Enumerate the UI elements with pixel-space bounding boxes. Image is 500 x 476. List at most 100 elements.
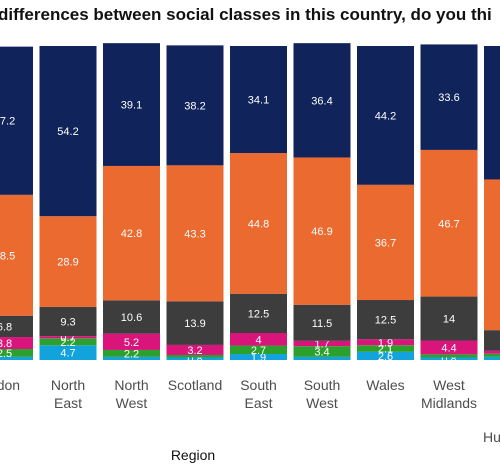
data-label-wales-1: 2.1 [378,344,393,356]
data-label-north-west-1: 2.2 [124,348,139,360]
bar-segment-south-east-4 [230,153,287,294]
bar-segment-wales-4 [357,184,414,301]
bar-segment-south-east-1 [230,345,287,355]
bar-segment-north-west-2 [103,333,160,350]
bar-segment-south-east-3 [230,293,287,333]
bar-segment-south-west-0 [293,356,351,360]
bar-segment-north-east-4 [39,216,97,307]
bar-segment-scotland-5 [166,45,224,166]
bar-segment-scotland-4 [166,165,224,302]
bar-segment-north-east-2 [39,336,97,339]
data-label-london-1: 2.5 [0,348,12,360]
bar-segment-south-west-1 [293,346,351,357]
bar-segment-scotland-3 [166,301,224,345]
bar-segment-south-west-5 [293,43,351,158]
data-label-south-west-3: 11.5 [312,318,333,330]
bar-segment-north-west-3 [103,300,160,334]
bar-segment-london-0 [0,356,33,360]
bar-segment-north-west-1 [103,349,160,357]
data-label-south-west-4: 46.9 [311,226,332,238]
data-label-west-midlands-2: 4.4 [441,342,456,354]
bar-segment-wales-5 [357,46,414,185]
bar-segment-south-east-0 [230,354,287,360]
bar-segment-north-west-4 [103,165,160,301]
tick-label-west-midlands-0: West [433,377,465,393]
x-tick-fragment: Hu [483,429,500,445]
data-label-south-east-3: 12.5 [248,308,269,320]
data-label-north-east-5: 54.2 [57,126,78,138]
data-label-london-5: 47.2 [0,116,15,128]
data-label-scotland-3: 13.9 [184,318,205,330]
data-label-south-east-0: 1.9 [251,352,266,364]
data-label-scotland-5: 38.2 [184,100,205,112]
data-label-west-midlands-3: 14 [443,314,455,326]
chart-title: differences between social classes in th… [0,5,492,24]
data-label-north-east-1: 2.2 [60,337,75,349]
data-label-scotland-4: 43.3 [184,228,205,240]
bar-segment-south-west-3 [293,304,351,341]
bar-segment-north-east-1 [39,338,97,346]
x-axis-label: Region [171,447,215,463]
tick-label-wales-0: Wales [366,377,404,393]
data-label-south-east-5: 34.1 [248,95,269,107]
data-label-wales-2: 1.9 [378,337,393,349]
bar-segment-south-west-2 [293,340,351,347]
data-label-south-east-1: 2.7 [251,345,266,357]
data-label-north-east-4: 28.9 [57,257,78,269]
tick-label-south-east-0: South [240,377,277,393]
bar-segment-scotland-2 [166,344,224,355]
data-label-north-west-3: 10.6 [121,312,142,324]
data-label-wales-4: 36.7 [375,237,396,249]
bar-segment-west-midlands-3 [420,296,478,341]
bar-segment-yorkshire-and-the-humber-0 [484,356,500,360]
bar-segment-yorkshire-and-the-humber-2 [484,350,500,354]
tick-label-south-west-1: West [306,395,338,411]
bar-segment-scotland-0 [166,357,224,360]
data-label-scotland-2: 3.2 [187,345,202,357]
tick-label-north-east-0: North [51,377,85,393]
data-label-south-west-5: 36.4 [311,95,332,107]
data-label-west-midlands-4: 46.7 [438,218,459,230]
data-label-south-east-4: 44.8 [248,218,269,230]
bar-segment-wales-1 [357,345,414,352]
bar-segment-south-east-5 [230,46,287,154]
tick-label-north-west-1: West [116,395,148,411]
data-label-north-east-3: 9.3 [60,317,75,329]
bar-segment-west-midlands-0 [420,357,478,360]
bar-segment-south-west-4 [293,157,351,305]
bar-segment-west-midlands-5 [420,44,478,150]
data-label-wales-3: 12.5 [375,315,396,327]
bar-segment-london-5 [0,46,33,195]
tick-label-north-west-0: North [114,377,148,393]
data-label-north-west-4: 42.8 [121,228,142,240]
bar-segment-north-east-3 [39,306,97,337]
data-label-london-3: 6.8 [0,321,12,333]
data-label-south-west-2: 1.7 [314,339,329,351]
bar-segment-london-4 [0,194,33,316]
bar-segment-north-east-5 [39,46,97,217]
bar-segment-yorkshire-and-the-humber-5 [484,46,500,180]
bar-segment-north-west-5 [103,43,160,166]
data-label-north-west-2: 5.2 [124,337,139,349]
bar-segment-wales-0 [357,351,414,360]
bar-segment-west-midlands-2 [420,340,478,355]
bar-segment-west-midlands-1 [420,354,478,358]
bar-segment-north-east-0 [39,345,97,360]
data-label-south-east-2: 4 [255,334,261,346]
bar-segment-west-midlands-4 [420,149,478,297]
tick-label-scotland-0: Scotland [168,377,222,393]
bar-segment-yorkshire-and-the-humber-4 [484,179,500,331]
data-label-london-2: 3.8 [0,338,12,350]
tick-label-south-west-0: South [304,377,341,393]
bar-segment-north-west-0 [103,356,160,360]
data-label-north-west-5: 39.1 [121,100,142,112]
x-tick-labels: ndon North East North West Scotland South East S… [0,377,477,411]
tick-label-south-east-1: East [244,395,272,411]
data-label-north-east-0: 4.7 [60,348,75,360]
bar-segment-wales-2 [357,339,414,346]
tick-label-west-midlands-1: Midlands [421,395,477,411]
data-label-london-4: 38.5 [0,250,15,262]
bar-segment-yorkshire-and-the-humber-3 [484,330,500,351]
